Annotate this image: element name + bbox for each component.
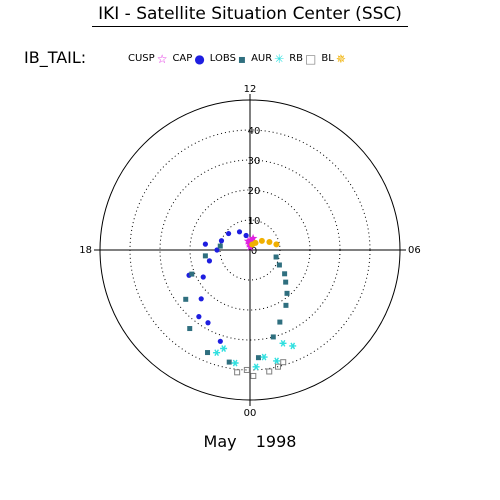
data-point-rb (266, 368, 273, 375)
data-point-cap (243, 232, 249, 239)
legend-item-bl: BL ✵ (321, 53, 346, 65)
legend-symbol-icon: ● (194, 51, 205, 66)
data-point-lobs (282, 271, 288, 277)
data-point-lobs (283, 302, 289, 308)
legend-label: CAP (172, 53, 193, 64)
data-point-lobs (273, 254, 279, 260)
radial-tick-label: 30 (248, 156, 261, 167)
radial-tick-label: 40 (248, 126, 261, 137)
data-point-lobs (226, 359, 232, 365)
data-point-cap (236, 229, 243, 235)
chart-title-text: IKI - Satellite Situation Center (SSC) (92, 4, 408, 27)
data-point-lobs (284, 290, 290, 296)
data-point-lobs (202, 253, 208, 259)
legend-item-cusp: CUSP ☆ (128, 53, 167, 65)
hour-label: 00 (244, 408, 257, 419)
legend-label: BL (321, 53, 334, 64)
data-point-rb (250, 372, 257, 379)
legend-label: CUSP (128, 53, 155, 64)
data-point-bl (249, 241, 256, 248)
data-point-bl (273, 241, 280, 248)
data-point-aur (231, 359, 239, 367)
legend-item-aur: AUR ✳ (251, 53, 284, 65)
data-point-cusp (248, 233, 258, 242)
hour-label: 12 (244, 84, 257, 95)
legend-item-lobs: LOBS ▪ (210, 53, 246, 65)
radial-tick-label: 0 (251, 246, 257, 257)
legend-label: RB (289, 53, 304, 64)
data-point-lobs (187, 326, 193, 332)
legend-label: AUR (251, 53, 273, 64)
legend-items: CUSP ☆ CAP ● LOBS ▪ AUR ✳ RB □ BL ✵ (128, 53, 351, 65)
data-point-bl (266, 238, 273, 245)
data-point-lobs (277, 319, 283, 325)
data-point-cap (200, 274, 206, 280)
data-point-cusp (243, 236, 253, 245)
data-point-lobs (255, 355, 261, 361)
legend-title: IB_TAIL: (24, 48, 87, 67)
legend-label: LOBS (209, 53, 236, 64)
chart-title: IKI - Satellite Situation Center (SSC) (0, 4, 500, 27)
legend-symbol-icon: ✳ (274, 51, 285, 66)
data-point-cap (225, 230, 232, 237)
data-point-cap (198, 296, 204, 302)
data-point-rb (275, 363, 282, 370)
data-point-rb (234, 369, 241, 376)
radial-tick-label: 10 (248, 216, 261, 227)
data-point-rb (280, 359, 287, 366)
data-point-lobs (183, 296, 189, 302)
data-point-rb (243, 366, 250, 373)
radial-tick-label: 20 (248, 186, 261, 197)
data-point-aur (273, 357, 281, 365)
legend-symbol-icon: □ (305, 51, 317, 66)
data-point-lobs (189, 271, 195, 277)
data-point-aur (279, 339, 287, 347)
date-label: May 1998 (203, 432, 297, 451)
data-point-lobs (276, 262, 282, 268)
data-point-lobs (205, 350, 211, 356)
data-point-cap (202, 241, 208, 247)
legend-item-cap: CAP ● (172, 53, 204, 65)
hour-label: 18 (79, 245, 92, 256)
data-point-lobs (283, 279, 289, 285)
data-point-cap (206, 258, 213, 264)
legend-symbol-icon: ✵ (335, 51, 346, 66)
hour-label: 06 (408, 245, 421, 256)
legend-symbol-icon: ▪ (237, 51, 247, 66)
legend-symbol-icon: ☆ (156, 51, 168, 66)
data-point-cap (214, 247, 220, 253)
legend: IB_TAIL: CUSP ☆ CAP ● LOBS ▪ AUR ✳ RB □ BL ✵ (24, 48, 494, 70)
legend-item-rb: RB □ (289, 53, 316, 65)
data-point-cap (218, 238, 225, 244)
data-point-aur (260, 353, 268, 361)
data-point-aur (252, 363, 260, 371)
data-point-cap (196, 314, 202, 320)
data-point-lobs (270, 334, 276, 340)
data-point-aur (289, 342, 297, 350)
data-point-cap (205, 320, 211, 326)
data-point-aur (220, 345, 228, 352)
data-point-aur (213, 349, 221, 357)
data-point-bl (258, 237, 265, 244)
data-point-cap (217, 338, 223, 344)
data-point-lobs (217, 243, 223, 249)
